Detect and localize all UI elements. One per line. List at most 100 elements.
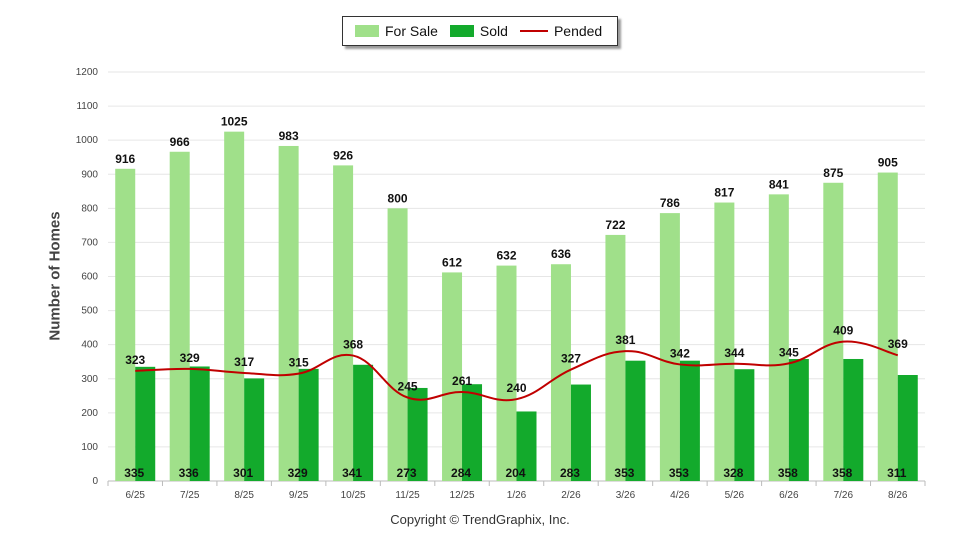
legend-swatch-sold bbox=[449, 25, 474, 37]
bar-sold bbox=[734, 369, 755, 481]
data-label-for-sale: 612 bbox=[442, 255, 462, 269]
data-label-for-sale: 632 bbox=[496, 249, 516, 263]
y-tick-label: 300 bbox=[81, 374, 98, 385]
bar-sold bbox=[189, 366, 210, 481]
bar-sold bbox=[135, 366, 156, 481]
bar-for-sale bbox=[496, 265, 517, 481]
data-label-for-sale: 966 bbox=[170, 135, 190, 149]
y-tick-label: 700 bbox=[81, 237, 98, 248]
y-tick-label: 900 bbox=[81, 169, 98, 180]
bar-for-sale bbox=[278, 145, 299, 482]
bar-sold bbox=[244, 378, 265, 481]
bar-sold bbox=[353, 364, 374, 481]
data-label-sold: 328 bbox=[723, 466, 743, 480]
y-tick-label: 800 bbox=[81, 203, 98, 214]
line-pended bbox=[135, 340, 899, 402]
data-label-for-sale: 983 bbox=[279, 129, 299, 143]
y-tick-label: 200 bbox=[81, 408, 98, 419]
y-tick-label: 1000 bbox=[76, 135, 99, 146]
data-label-for-sale: 875 bbox=[823, 166, 843, 180]
legend-label-pended: Pended bbox=[553, 23, 603, 39]
data-label-for-sale: 905 bbox=[878, 156, 898, 170]
data-label-for-sale: 841 bbox=[769, 177, 789, 191]
bar-for-sale bbox=[442, 272, 463, 481]
y-tick-label: 1200 bbox=[76, 67, 99, 78]
y-tick-label: 0 bbox=[92, 476, 98, 487]
data-label-sold: 353 bbox=[614, 466, 634, 480]
x-tick-label: 8/25 bbox=[234, 490, 254, 501]
data-label-pended: 344 bbox=[724, 346, 744, 360]
x-tick-label: 5/26 bbox=[725, 490, 745, 501]
bar-for-sale bbox=[169, 151, 190, 481]
data-label-pended: 317 bbox=[234, 355, 254, 369]
y-tick-label: 400 bbox=[81, 340, 98, 351]
bar-for-sale bbox=[550, 264, 571, 481]
data-label-pended: 409 bbox=[833, 324, 853, 338]
data-label-pended: 327 bbox=[561, 352, 581, 366]
data-label-pended: 329 bbox=[180, 351, 200, 365]
bar-for-sale bbox=[714, 202, 735, 481]
data-label-pended: 315 bbox=[289, 356, 309, 370]
bar-sold bbox=[679, 360, 700, 481]
data-label-pended: 245 bbox=[398, 379, 418, 393]
data-label-pended: 261 bbox=[452, 374, 472, 388]
y-tick-label: 600 bbox=[81, 272, 98, 283]
bar-sold bbox=[843, 358, 864, 481]
data-label-sold: 341 bbox=[342, 466, 362, 480]
legend-label-for-sale: For Sale bbox=[385, 23, 438, 39]
x-tick-label: 8/26 bbox=[888, 490, 908, 501]
data-label-sold: 301 bbox=[233, 466, 253, 480]
data-label-pended: 342 bbox=[670, 346, 690, 360]
legend-swatch-for-sale bbox=[355, 25, 379, 37]
legend: For Sale Sold Pended bbox=[342, 16, 618, 46]
x-tick-label: 7/26 bbox=[834, 490, 854, 501]
y-tick-label: 500 bbox=[81, 306, 98, 317]
x-tick-label: 12/25 bbox=[450, 490, 475, 501]
data-label-sold: 358 bbox=[778, 466, 798, 480]
bar-sold bbox=[897, 375, 918, 481]
legend-item-pended: Pended bbox=[519, 23, 603, 39]
x-tick-label: 1/26 bbox=[507, 490, 527, 501]
data-label-for-sale: 916 bbox=[115, 152, 135, 166]
legend-item-for-sale: For Sale bbox=[355, 23, 438, 39]
data-label-for-sale: 817 bbox=[714, 186, 734, 200]
bar-sold bbox=[407, 387, 428, 481]
data-label-sold: 284 bbox=[451, 466, 471, 480]
data-label-sold: 353 bbox=[669, 466, 689, 480]
copyright-footer: Copyright © TrendGraphix, Inc. bbox=[390, 512, 570, 527]
legend-label-sold: Sold bbox=[479, 23, 508, 39]
data-label-for-sale: 1025 bbox=[221, 115, 248, 129]
data-label-for-sale: 722 bbox=[605, 218, 625, 232]
bar-for-sale bbox=[387, 208, 408, 482]
x-tick-label: 4/26 bbox=[670, 490, 690, 501]
x-tick-label: 6/26 bbox=[779, 490, 799, 501]
data-label-for-sale: 636 bbox=[551, 247, 571, 261]
x-tick-label: 6/25 bbox=[125, 490, 145, 501]
data-label-pended: 381 bbox=[615, 333, 635, 347]
data-label-sold: 335 bbox=[124, 466, 144, 480]
data-label-sold: 336 bbox=[179, 466, 199, 480]
bar-sold bbox=[516, 411, 537, 481]
data-label-pended: 369 bbox=[888, 337, 908, 351]
bar-for-sale bbox=[333, 165, 354, 481]
data-label-pended: 323 bbox=[125, 353, 145, 367]
bar-for-sale bbox=[605, 234, 626, 481]
data-label-sold: 283 bbox=[560, 466, 580, 480]
x-tick-label: 3/26 bbox=[616, 490, 636, 501]
y-tick-label: 100 bbox=[81, 442, 98, 453]
bar-sold bbox=[570, 384, 591, 481]
data-label-sold: 329 bbox=[288, 466, 308, 480]
data-label-sold: 311 bbox=[887, 466, 907, 480]
x-tick-label: 2/26 bbox=[561, 490, 581, 501]
legend-swatch-pended bbox=[519, 30, 548, 32]
bar-for-sale bbox=[224, 131, 245, 482]
bar-sold bbox=[625, 360, 646, 481]
x-tick-label: 10/25 bbox=[341, 490, 366, 501]
x-tick-label: 11/25 bbox=[395, 490, 420, 501]
data-label-for-sale: 800 bbox=[388, 191, 408, 205]
bar-for-sale bbox=[877, 172, 898, 481]
bar-for-sale bbox=[659, 213, 680, 482]
data-label-for-sale: 926 bbox=[333, 148, 353, 162]
x-tick-label: 7/25 bbox=[180, 490, 200, 501]
